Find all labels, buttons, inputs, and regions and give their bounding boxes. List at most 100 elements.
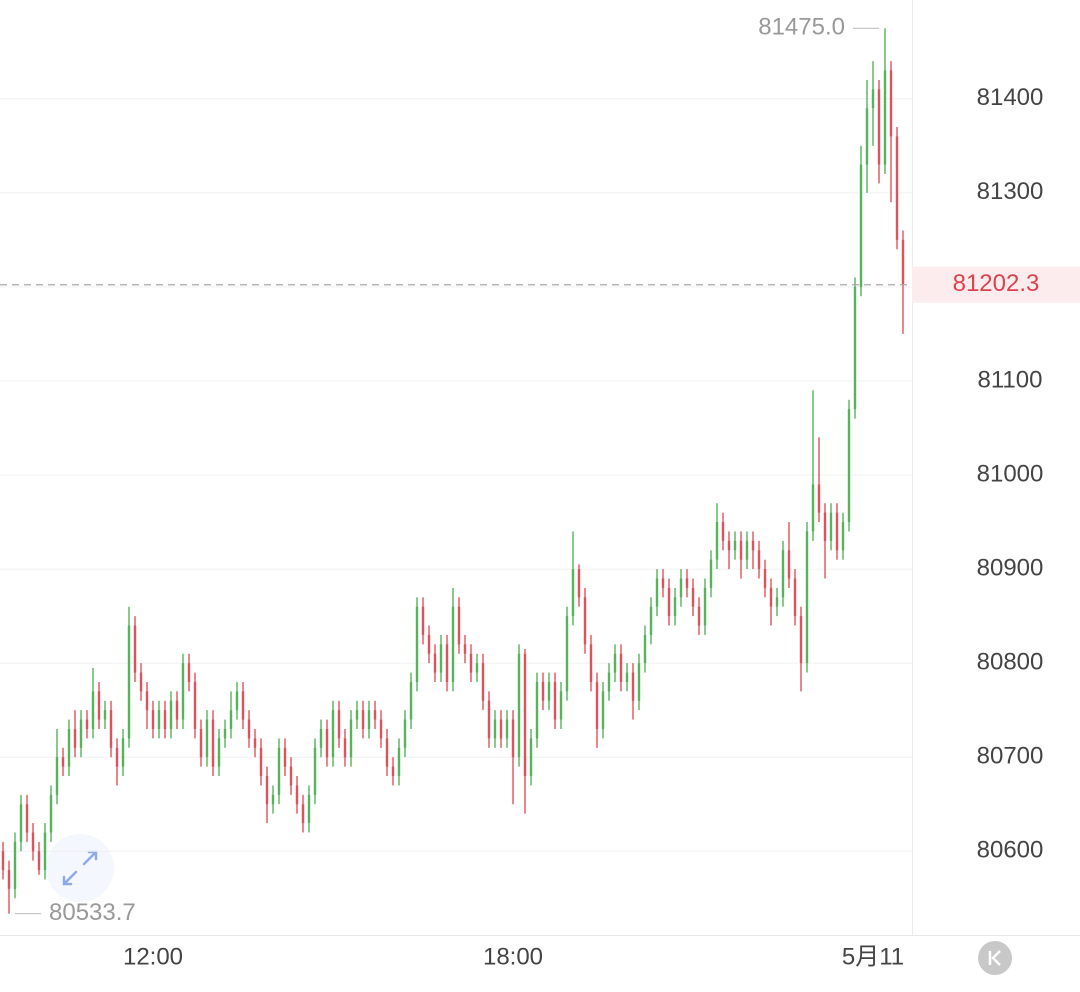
candle-body — [79, 719, 83, 748]
candle-body — [115, 747, 119, 767]
grid — [0, 98, 912, 852]
candle-body — [217, 738, 221, 767]
candle-body — [283, 747, 287, 767]
candle-body — [157, 710, 161, 729]
candle-body — [103, 710, 107, 720]
candle-body — [553, 681, 557, 720]
candle-body — [871, 89, 875, 109]
candle-body — [709, 559, 713, 588]
candle-body — [109, 710, 113, 748]
candle-body — [133, 625, 137, 673]
candle-body — [583, 597, 587, 645]
candle-body — [451, 606, 455, 682]
candle-body — [55, 757, 59, 795]
candle-body — [73, 728, 77, 748]
candle-body — [487, 700, 491, 739]
candle-body — [643, 634, 647, 664]
candle-body — [829, 512, 833, 541]
y-tick-label: 80900 — [977, 554, 1044, 581]
expand-button[interactable] — [46, 834, 114, 902]
candle-body — [25, 804, 29, 833]
y-tick-label: 81400 — [977, 84, 1044, 111]
candle-body — [313, 747, 317, 795]
candle-body — [601, 691, 605, 729]
collapse-button[interactable] — [978, 941, 1012, 975]
last-price-bg — [912, 266, 1080, 303]
candle-body — [307, 794, 311, 824]
candle-body — [289, 766, 293, 786]
candle-body — [169, 700, 173, 729]
y-tick-label: 81300 — [977, 178, 1044, 205]
candle-body — [757, 550, 761, 570]
candle-body — [865, 108, 869, 165]
candle-body — [61, 757, 65, 767]
candle-body — [265, 776, 269, 805]
candle-body — [139, 672, 143, 692]
candle-body — [565, 616, 569, 692]
candle-body — [259, 747, 263, 777]
candle-body — [349, 719, 353, 758]
candle-body — [295, 785, 299, 805]
candle-body — [367, 710, 371, 729]
y-tick-label: 81000 — [977, 460, 1044, 487]
candle-body — [847, 409, 851, 523]
candle-body — [589, 644, 593, 682]
candle-body — [505, 719, 509, 739]
candle-body — [787, 550, 791, 579]
candle-body — [247, 719, 251, 739]
candle-body — [859, 164, 863, 287]
candle-body — [163, 710, 167, 729]
candle-body — [85, 719, 89, 729]
candle-body — [817, 484, 821, 513]
candle-body — [151, 710, 155, 729]
x-tick-label: 12:00 — [123, 943, 183, 970]
candle-body — [799, 616, 803, 664]
candle-body — [229, 710, 233, 729]
candle-body — [331, 710, 335, 758]
candle-body — [433, 653, 437, 673]
candle-body — [631, 672, 635, 701]
candle-body — [379, 719, 383, 739]
candle-body — [211, 719, 215, 767]
candle-body — [127, 625, 131, 739]
candle-body — [793, 578, 797, 617]
candle-body — [889, 70, 893, 137]
candle-body — [547, 681, 551, 701]
candle-body — [145, 691, 149, 711]
y-tick-label: 80700 — [977, 743, 1044, 770]
candle-body — [577, 569, 581, 598]
candle-body — [751, 540, 755, 551]
candle-body — [763, 569, 767, 588]
candle-body — [235, 691, 239, 711]
candle-body — [781, 550, 785, 598]
candle-body — [661, 578, 665, 588]
candle-body — [541, 681, 545, 701]
candle-body — [31, 832, 35, 852]
candle-body — [559, 691, 563, 720]
candle-body — [625, 672, 629, 682]
candle-body — [271, 794, 275, 805]
y-tick-label: 81100 — [978, 366, 1043, 393]
candle-body — [241, 691, 245, 720]
candle-body — [427, 634, 431, 654]
candle-body — [529, 738, 533, 777]
collapse-icon — [988, 950, 1001, 966]
y-tick-label: 80800 — [977, 648, 1044, 675]
candle-body — [607, 672, 611, 692]
candle-body — [7, 870, 11, 889]
candle-body — [439, 644, 443, 673]
collapse-bg — [978, 941, 1012, 975]
candle-body — [511, 719, 515, 758]
candle-body — [805, 531, 809, 664]
annotation-label: 80533.7 — [49, 899, 136, 926]
candle-body — [415, 606, 419, 682]
candle-body — [733, 540, 737, 551]
candle-body — [835, 512, 839, 551]
expand-bg — [46, 834, 114, 902]
candle-body — [667, 587, 671, 617]
candle-body — [391, 766, 395, 777]
candle-body — [475, 663, 479, 673]
